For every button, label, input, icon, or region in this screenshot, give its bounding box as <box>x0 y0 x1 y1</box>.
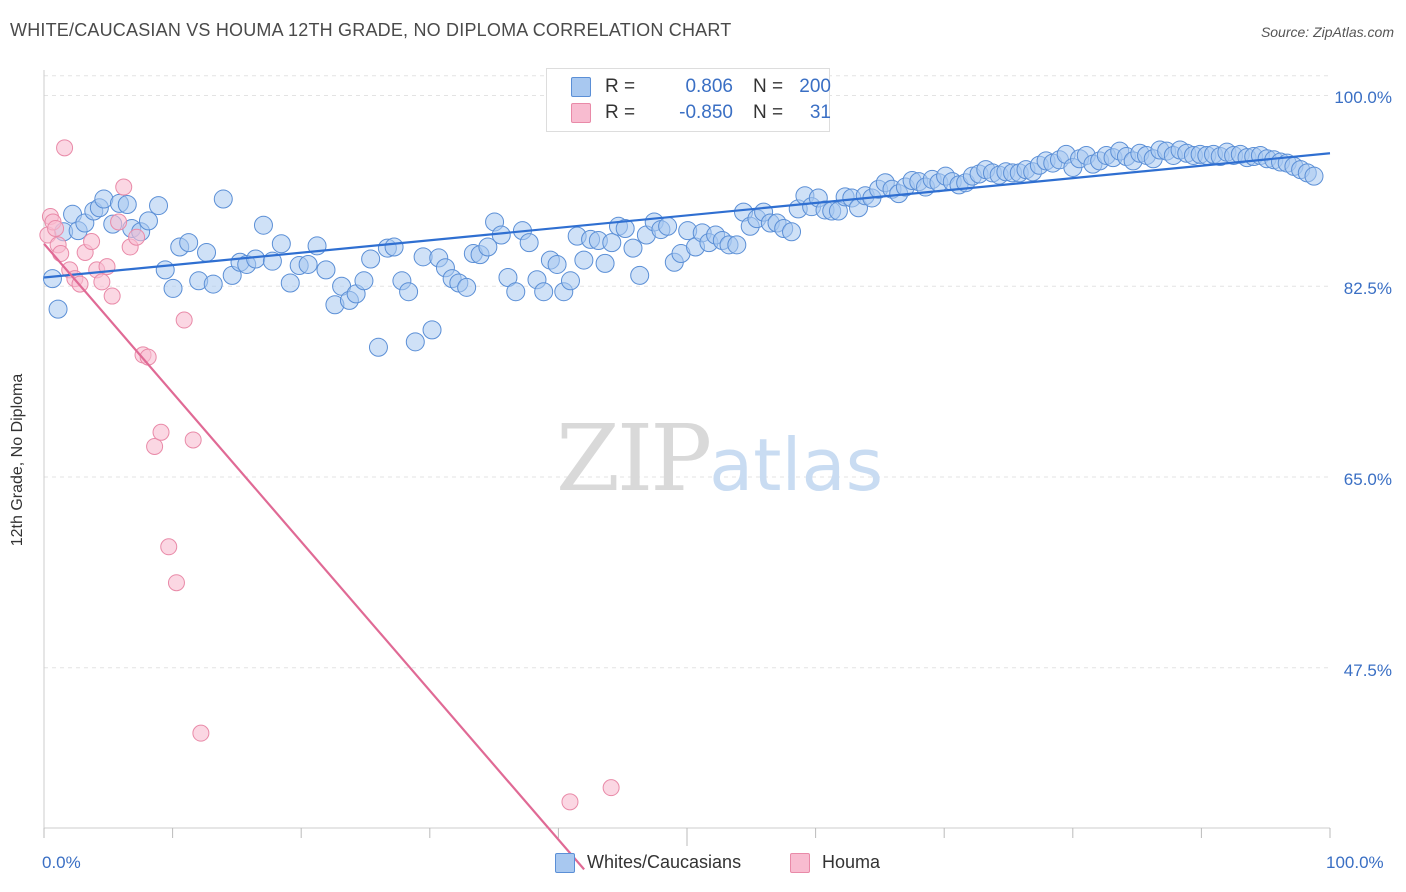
series-legend: Whites/Caucasians Houma <box>0 852 1406 876</box>
trend-line-houma <box>43 243 585 871</box>
data-point-whites <box>630 265 650 285</box>
chart-title: WHITE/CAUCASIAN VS HOUMA 12TH GRADE, NO … <box>10 20 732 40</box>
data-point-whites <box>298 254 318 274</box>
data-point-whites <box>94 189 114 209</box>
data-point-houma <box>192 724 210 742</box>
legend-item-whites: Whites/Caucasians <box>555 852 741 873</box>
data-point-whites <box>623 238 643 258</box>
data-point-houma <box>152 423 170 441</box>
data-point-houma <box>602 779 620 797</box>
data-point-whites <box>602 233 622 253</box>
data-point-whites <box>782 222 802 242</box>
data-point-whites <box>203 274 223 294</box>
data-point-whites <box>615 218 635 238</box>
data-point-whites <box>399 282 419 302</box>
watermark-zip: ZIP <box>556 405 712 512</box>
data-point-whites <box>48 299 68 319</box>
data-point-houma <box>47 219 65 237</box>
data-point-whites <box>149 196 169 216</box>
legend-swatch <box>555 852 575 873</box>
legend-row-whites: R = 0.806 N = 200 <box>571 75 831 99</box>
legend-swatch <box>571 77 591 97</box>
axes <box>43 70 1331 846</box>
data-point-whites <box>478 237 498 257</box>
data-point-whites <box>42 269 62 289</box>
y-tick-label: 100.0% <box>1334 88 1392 107</box>
trend-line-whites <box>43 152 1331 279</box>
n-label: N = <box>753 102 784 123</box>
data-point-houma <box>561 793 579 811</box>
data-point-whites <box>163 278 183 298</box>
legend-label: Whites/Caucasians <box>587 852 742 872</box>
data-point-houma <box>160 538 178 556</box>
data-point-houma <box>83 233 101 251</box>
legend-item-houma: Houma <box>790 852 880 873</box>
r-label: R = <box>605 102 636 123</box>
data-point-whites <box>560 271 580 291</box>
watermark: ZIPatlas <box>556 405 883 512</box>
data-point-whites <box>547 254 567 274</box>
n-value: 31 <box>809 102 831 123</box>
series-houma <box>39 139 620 811</box>
legend-swatch <box>571 103 591 123</box>
correlation-legend: R = 0.806 N = 200 R = -0.850 N = 31 <box>546 68 831 132</box>
n-label: N = <box>753 76 784 97</box>
data-point-whites <box>368 337 388 357</box>
data-point-whites <box>534 282 554 302</box>
data-point-houma <box>52 245 70 263</box>
data-point-whites <box>405 332 425 352</box>
x-tick-label: 100.0% <box>1326 853 1384 872</box>
data-point-whites <box>658 216 678 236</box>
r-label: R = <box>605 76 636 97</box>
data-point-houma <box>110 213 128 231</box>
data-point-whites <box>197 242 217 262</box>
data-point-whites <box>179 233 199 253</box>
data-point-houma <box>115 178 133 196</box>
y-tick-label: 47.5% <box>1343 661 1392 680</box>
data-point-houma <box>103 287 121 305</box>
data-point-whites <box>271 234 291 254</box>
data-point-whites <box>574 250 594 270</box>
data-point-houma <box>93 273 111 291</box>
data-point-houma <box>56 139 74 157</box>
data-point-whites <box>155 260 175 280</box>
data-point-whites <box>595 253 615 273</box>
data-point-whites <box>253 215 273 235</box>
data-point-houma <box>167 574 185 592</box>
data-point-houma <box>175 311 193 329</box>
data-point-whites <box>316 260 336 280</box>
y-tick-label: 65.0% <box>1343 470 1392 489</box>
series-whites-caucasians <box>42 140 1324 357</box>
y-axis-label: 12th Grade, No Diploma <box>9 373 26 547</box>
data-point-whites <box>354 271 374 291</box>
data-point-whites <box>361 249 381 269</box>
legend-swatch <box>790 852 810 873</box>
n-value: 200 <box>799 76 831 97</box>
data-point-whites <box>506 282 526 302</box>
data-point-whites <box>246 249 266 269</box>
data-point-whites <box>384 237 404 257</box>
legend-label: Houma <box>822 852 881 872</box>
data-point-whites <box>213 189 233 209</box>
r-value: -0.850 <box>679 102 733 123</box>
data-point-whites <box>1304 166 1324 186</box>
data-point-whites <box>519 233 539 253</box>
y-tick-label: 82.5% <box>1343 279 1392 298</box>
data-point-whites <box>457 277 477 297</box>
data-point-houma <box>146 437 164 455</box>
trend-lines <box>43 152 1331 871</box>
x-tick-label: 0.0% <box>42 853 81 872</box>
data-point-whites <box>117 195 137 214</box>
watermark-atlas: atlas <box>709 423 884 507</box>
source-label: Source: ZipAtlas.com <box>1260 24 1394 40</box>
legend-row-houma: R = -0.850 N = 31 <box>571 101 831 125</box>
data-point-houma <box>184 431 202 449</box>
data-point-whites <box>422 320 442 340</box>
data-point-whites <box>280 273 300 293</box>
data-point-whites <box>138 211 158 231</box>
r-value: 0.806 <box>685 76 733 97</box>
data-point-whites <box>727 235 747 255</box>
data-point-houma <box>128 228 146 246</box>
